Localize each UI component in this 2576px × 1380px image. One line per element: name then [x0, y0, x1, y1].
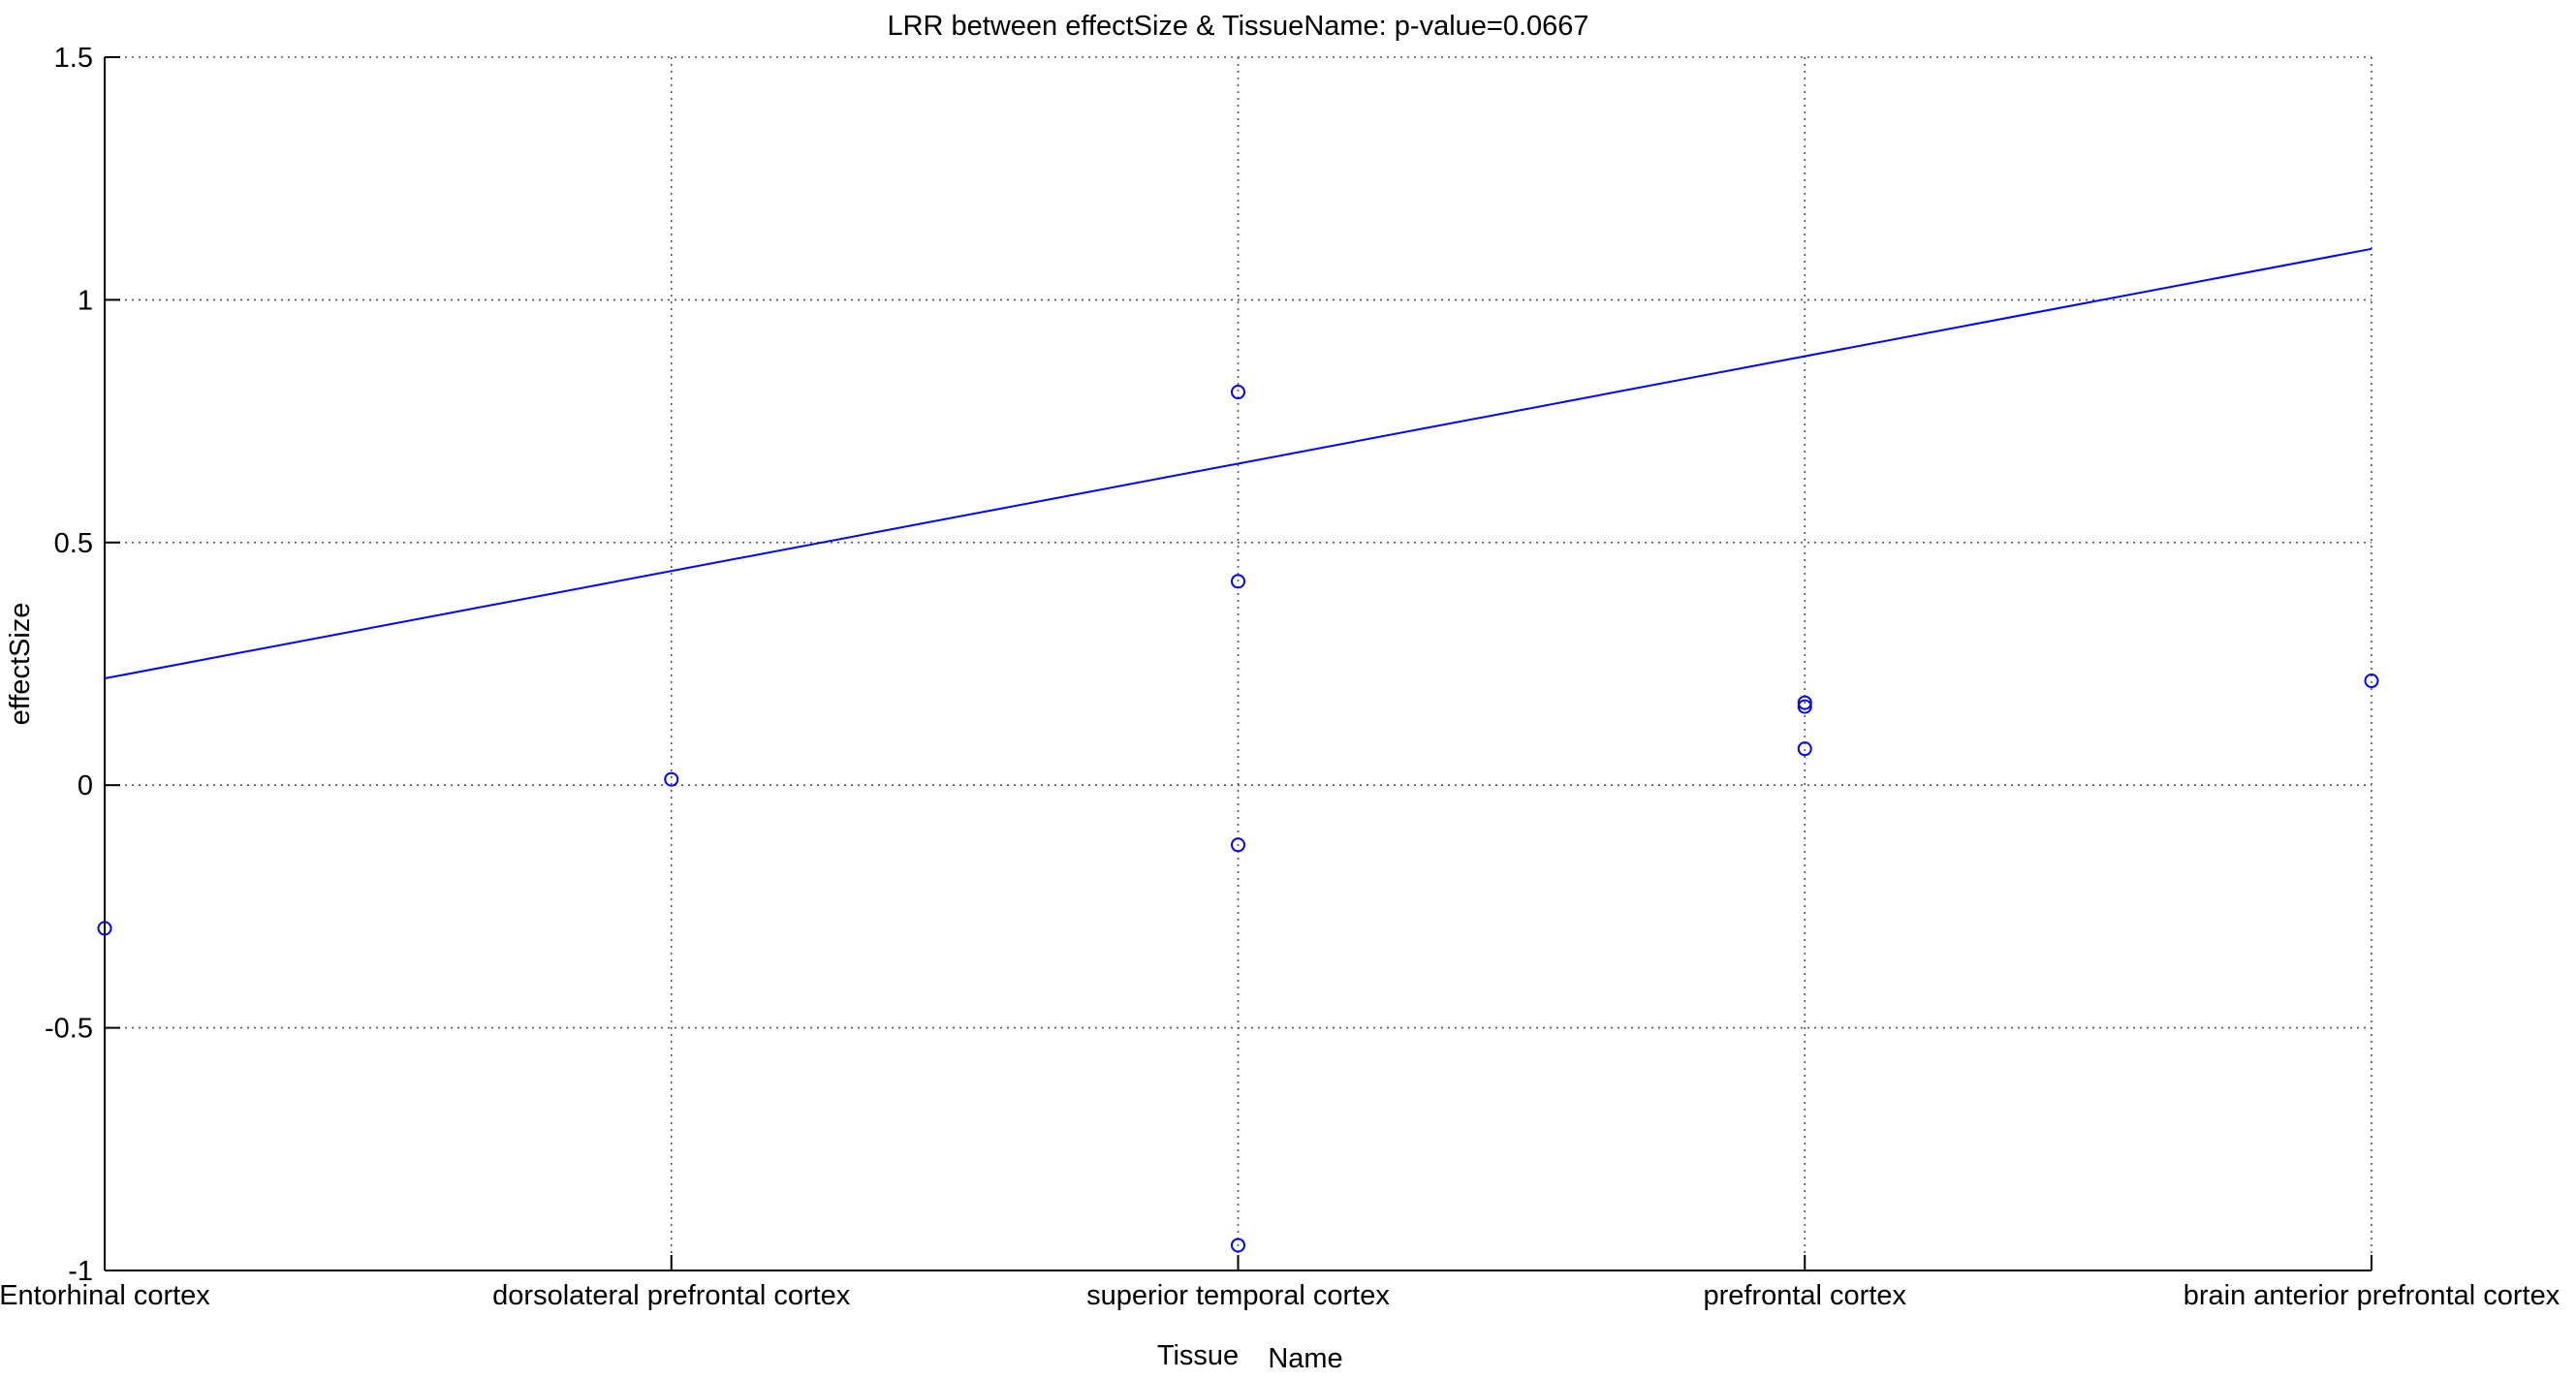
regression-line: [104, 247, 2372, 680]
y-tick-label: 0: [78, 770, 93, 801]
data-point: [1231, 1238, 1245, 1253]
x-tick-label: superior temporal cortex: [1086, 1280, 1390, 1311]
data-point: [97, 921, 112, 936]
axes: -1 -0.5 0 0.5 1 1.5 Entorhinal cortex dorsolate…: [0, 43, 2560, 1311]
data-point: [1797, 695, 1812, 710]
data-point: [1231, 837, 1245, 853]
data-series: [97, 247, 2379, 1253]
data-point: [1797, 741, 1812, 757]
x-tick-label: Entorhinal cortex: [0, 1280, 210, 1311]
grid: [105, 56, 2372, 1270]
x-axis-label-part-1: Tissue: [1157, 1340, 1239, 1371]
y-axis-label: effectSize: [5, 603, 36, 726]
y-tick-label: -0.5: [45, 1014, 93, 1045]
y-tick-label: 1: [78, 285, 93, 316]
y-tick-label: 0.5: [54, 528, 93, 559]
data-point: [1797, 699, 1812, 714]
data-point: [1231, 385, 1245, 400]
data-point: [664, 771, 679, 787]
chart-title: LRR between effectSize & TissueName: p-v…: [887, 11, 1588, 42]
x-tick-label: brain anterior prefrontal cortex: [2183, 1280, 2560, 1311]
y-tick-label: 1.5: [54, 43, 93, 74]
x-tick-label: dorsolateral prefrontal cortex: [492, 1280, 851, 1311]
data-point: [1231, 574, 1245, 589]
data-point: [2364, 674, 2379, 689]
x-axis-label-part-2: Name: [1268, 1343, 1342, 1374]
x-tick-label: prefrontal cortex: [1703, 1280, 1906, 1311]
y-tick-label: -1: [68, 1256, 93, 1287]
